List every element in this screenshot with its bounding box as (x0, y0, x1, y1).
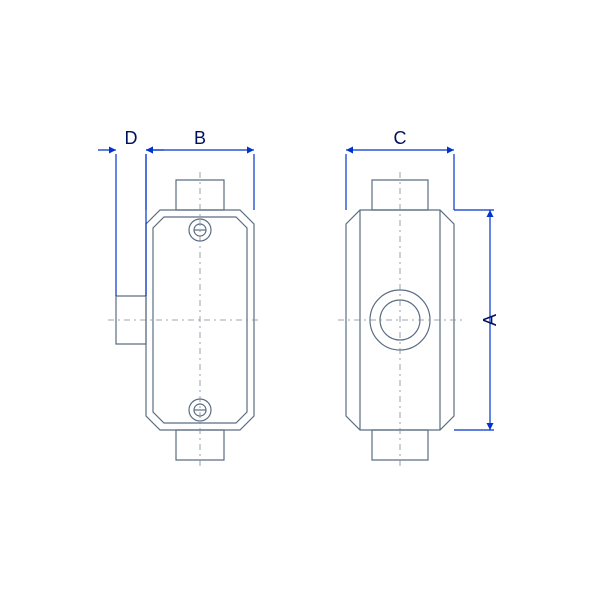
front-view (108, 172, 262, 468)
side-view (338, 172, 462, 468)
dimension-b: B (146, 128, 254, 210)
dimension-c: C (346, 128, 454, 210)
dimension-d: D (98, 128, 164, 296)
dimension-c-label: C (394, 128, 407, 148)
dimension-b-label: B (194, 128, 206, 148)
dimension-a-label: A (480, 314, 500, 326)
dimension-d-label: D (125, 128, 138, 148)
